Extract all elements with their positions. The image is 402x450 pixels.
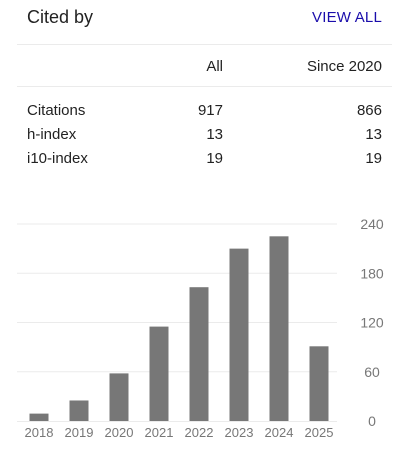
bar-2025[interactable] — [309, 346, 329, 421]
section-title: Cited by — [27, 7, 94, 27]
bar-2019[interactable] — [69, 400, 89, 421]
bar-2021[interactable] — [149, 326, 169, 421]
bar-2024[interactable] — [269, 236, 289, 421]
citations-per-year-chart: 0 60 120 180 240 2018 2019 2020 2021 2022 2023 2024… — [0, 200, 402, 450]
bar-2022[interactable] — [189, 287, 209, 421]
i10-index-all-value: 19 — [206, 150, 223, 167]
x-tick-label: 2023 — [225, 425, 254, 440]
view-all-link[interactable]: VIEW ALL — [312, 9, 382, 26]
x-tick-label: 2018 — [25, 425, 54, 440]
x-tick-label: 2025 — [305, 425, 334, 440]
bar-2023[interactable] — [229, 248, 249, 421]
y-tick-label: 60 — [364, 364, 380, 380]
row-label-i10-index: i10-index — [27, 150, 88, 167]
x-tick-label: 2019 — [65, 425, 94, 440]
x-tick-label: 2024 — [265, 425, 294, 440]
x-tick-label: 2021 — [145, 425, 174, 440]
bar-2020[interactable] — [109, 373, 129, 421]
cited-by-header: Cited by VIEW ALL — [0, 0, 402, 44]
y-tick-label: 240 — [360, 216, 384, 232]
i10-index-since-value: 19 — [365, 150, 382, 167]
y-tick-label: 120 — [360, 315, 384, 331]
divider — [17, 86, 392, 87]
row-label-h-index: h-index — [27, 126, 77, 143]
y-tick-label: 180 — [360, 265, 384, 281]
bar-2018[interactable] — [29, 413, 49, 421]
h-index-all-value: 13 — [206, 126, 223, 143]
bar-chart-svg: 0 60 120 180 240 2018 2019 2020 2021 2022 2023 2024… — [17, 216, 384, 440]
column-header-since-2020: Since 2020 — [306, 58, 382, 75]
y-tick-label: 0 — [368, 413, 376, 429]
citations-since-value: 866 — [356, 102, 382, 119]
divider — [17, 44, 392, 45]
x-tick-label: 2022 — [185, 425, 214, 440]
row-label-citations: Citations — [27, 102, 86, 119]
h-index-since-value: 13 — [365, 126, 382, 143]
x-tick-label: 2020 — [105, 425, 134, 440]
citations-all-value: 917 — [197, 102, 223, 119]
column-header-all: All — [206, 58, 223, 75]
